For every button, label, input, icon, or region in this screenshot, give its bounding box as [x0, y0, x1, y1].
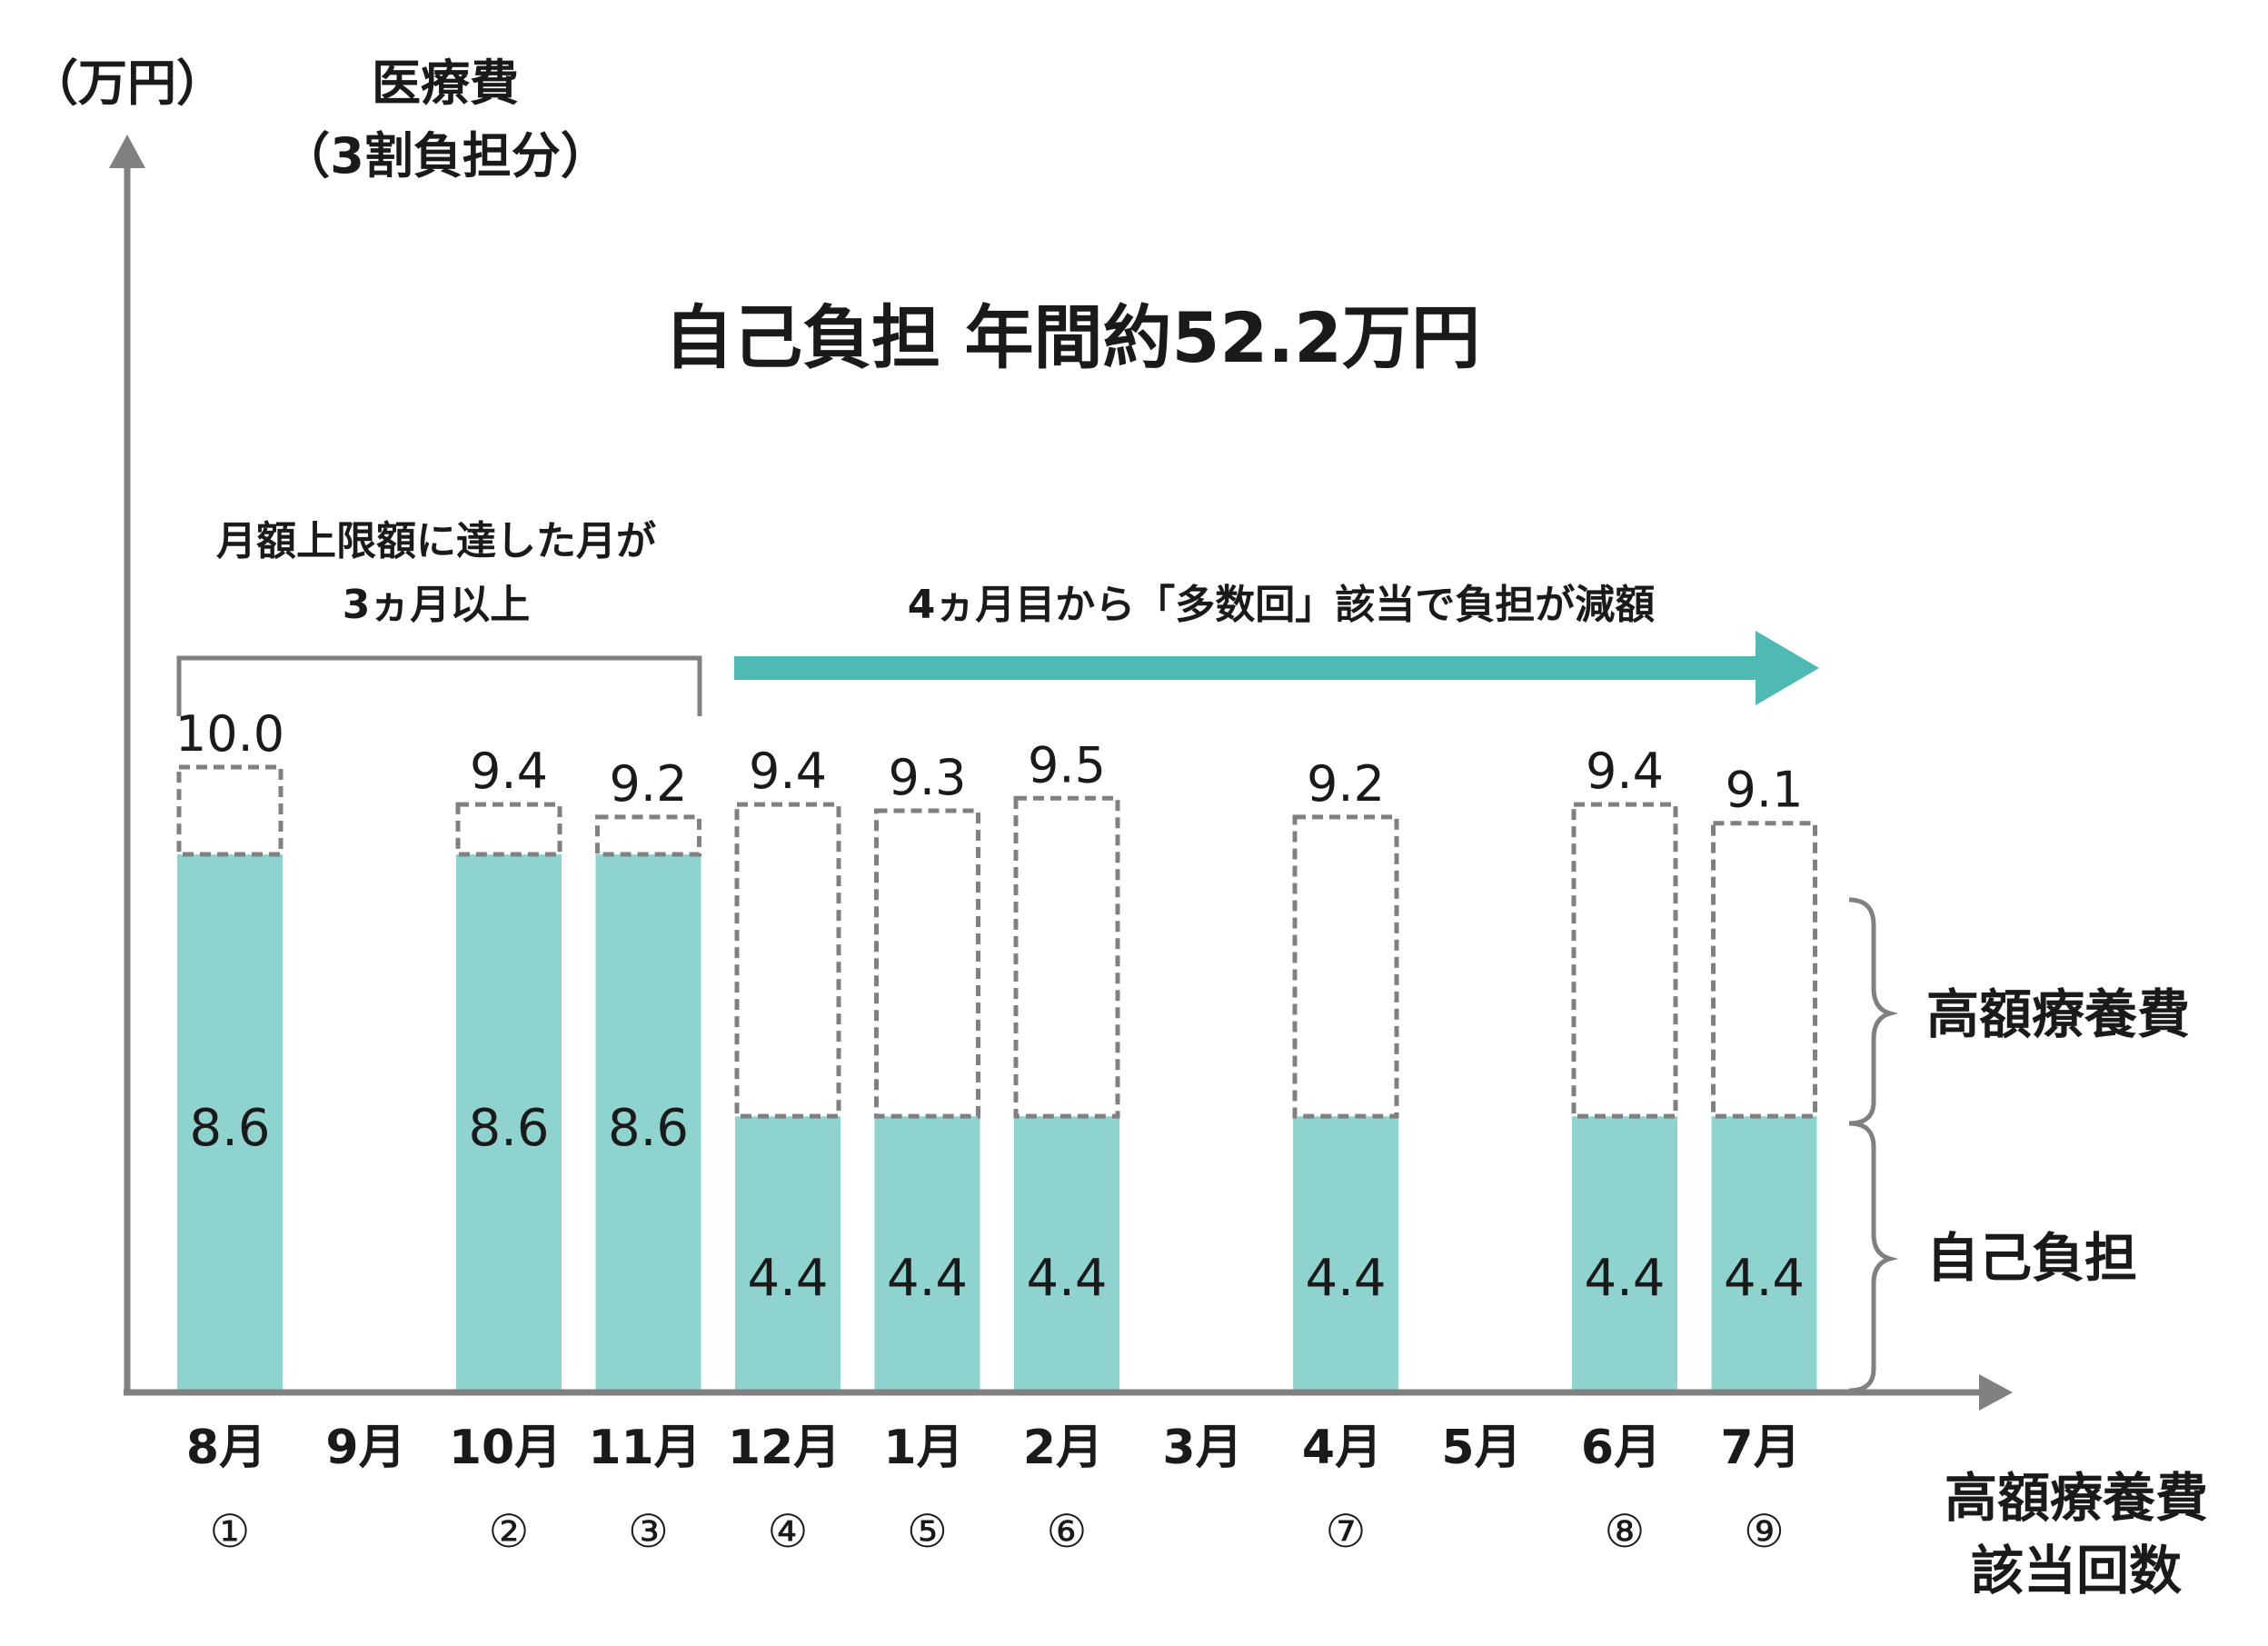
y-title-line2: （3割負担分）	[281, 127, 610, 185]
x-tick-label: 10月	[449, 1421, 562, 1475]
x-tick-label: 12月	[728, 1421, 841, 1475]
total-value-label: 9.4	[470, 743, 548, 800]
self-pay-value-label: 4.4	[887, 1249, 968, 1308]
y-title-line1: 医療費	[372, 55, 519, 112]
self-pay-value-label: 4.4	[1026, 1249, 1107, 1308]
count-marker: ②	[489, 1505, 530, 1558]
self-pay-bar	[177, 854, 283, 1391]
y-axis-arrowhead	[109, 135, 145, 168]
self-pay-bar	[874, 1116, 980, 1391]
reduction-arrow-shaft	[734, 656, 1763, 680]
x-tick-label: 5月	[1441, 1421, 1521, 1475]
x-labels-group: 8月 ① 9月 10月 ② 11月 ③ 12月 ④ 1月 ⑤ 2月 ⑥ 3月 4月 ⑦ 5月 6月 ⑧ 7月 ⑨	[186, 1421, 1801, 1558]
count-marker: ③	[628, 1505, 669, 1558]
self-pay-value-label: 8.6	[189, 1099, 270, 1158]
self-pay-bar	[735, 1116, 841, 1391]
self-pay-value-label: 4.4	[1724, 1249, 1805, 1308]
high-cost-benefit-bar	[1013, 795, 1120, 1119]
self-pay-bar	[595, 854, 701, 1391]
self-pay-bar	[1293, 1116, 1398, 1391]
x-tick-label: 7月	[1720, 1421, 1800, 1475]
high-cost-benefit-bar	[734, 802, 841, 1119]
self-pay-bar	[456, 854, 562, 1391]
self-pay-value-label: 8.6	[608, 1099, 689, 1158]
high-cost-benefit-bar	[1571, 802, 1678, 1119]
count-label-line2: 該当回数	[1971, 1540, 2182, 1601]
unit-label: （万円）	[29, 55, 225, 112]
count-marker: ⑨	[1744, 1505, 1785, 1558]
x-tick-label: 4月	[1302, 1421, 1382, 1475]
high-cost-benefit-bar	[1292, 814, 1399, 1119]
self-pay-bar	[1572, 1116, 1677, 1391]
self-pay-bar	[1014, 1116, 1119, 1391]
arrow-note: 4ヵ月目から「多数回」該当で負担が減額	[908, 582, 1656, 628]
self-pay-bar	[1711, 1116, 1817, 1391]
count-marker: ⑥	[1047, 1505, 1088, 1558]
x-tick-label: 8月	[186, 1421, 266, 1475]
total-value-label: 9.2	[1307, 755, 1385, 813]
total-value-label: 9.2	[610, 755, 688, 813]
bracket-note-line2: 3ヵ月以上	[343, 582, 531, 628]
x-tick-label: 9月	[325, 1421, 405, 1475]
total-value-label: 9.1	[1726, 762, 1804, 819]
x-tick-label: 1月	[883, 1421, 963, 1475]
bracket-note-line1: 月額上限額に達した月が	[216, 518, 656, 564]
self-pay-value-label: 4.4	[747, 1249, 828, 1308]
three-month-bracket	[176, 655, 702, 716]
count-marker: ⑦	[1326, 1505, 1367, 1558]
count-marker: ⑧	[1605, 1505, 1646, 1558]
legend-brace-lower	[1848, 1121, 1899, 1393]
x-tick-label: 3月	[1162, 1421, 1242, 1475]
total-value-label: 9.4	[1586, 743, 1664, 800]
total-value-label: 10.0	[175, 705, 284, 763]
x-tick-label: 2月	[1023, 1421, 1103, 1475]
bars-group: 8.6 10.0 8.6 9.4 8.6 9.2 4.4 9.4 4.4 9.3 4.4 9.5 4.4…	[175, 705, 1817, 1391]
self-pay-value-label: 8.6	[468, 1099, 549, 1158]
high-cost-benefit-bar	[874, 808, 980, 1119]
total-value-label: 9.5	[1028, 736, 1106, 793]
reduction-arrow-head	[1756, 631, 1819, 705]
high-cost-benefit-bar	[595, 814, 701, 857]
legend-upper-label: 高額療養費	[1926, 983, 2190, 1045]
self-pay-value-label: 4.4	[1305, 1249, 1386, 1308]
high-cost-benefit-bar	[1711, 821, 1817, 1119]
legend-brace-upper	[1848, 897, 1899, 1126]
high-cost-benefit-bar	[455, 802, 562, 857]
self-pay-value-label: 4.4	[1584, 1249, 1665, 1308]
count-marker: ⑤	[907, 1505, 948, 1558]
count-marker: ④	[768, 1505, 809, 1558]
x-tick-label: 6月	[1581, 1421, 1661, 1475]
total-value-label: 9.4	[749, 743, 827, 800]
count-marker: ①	[210, 1505, 251, 1558]
count-label-line1: 高額療養費	[1945, 1467, 2208, 1529]
legend-lower-label: 自己負担	[1926, 1227, 2137, 1289]
x-tick-label: 11月	[588, 1421, 701, 1475]
x-axis-arrowhead	[1979, 1374, 2013, 1411]
main-title: 自己負担 年間約52.2万円	[664, 297, 1480, 378]
high-cost-benefit-bar	[176, 764, 284, 857]
total-value-label: 9.3	[889, 749, 967, 806]
